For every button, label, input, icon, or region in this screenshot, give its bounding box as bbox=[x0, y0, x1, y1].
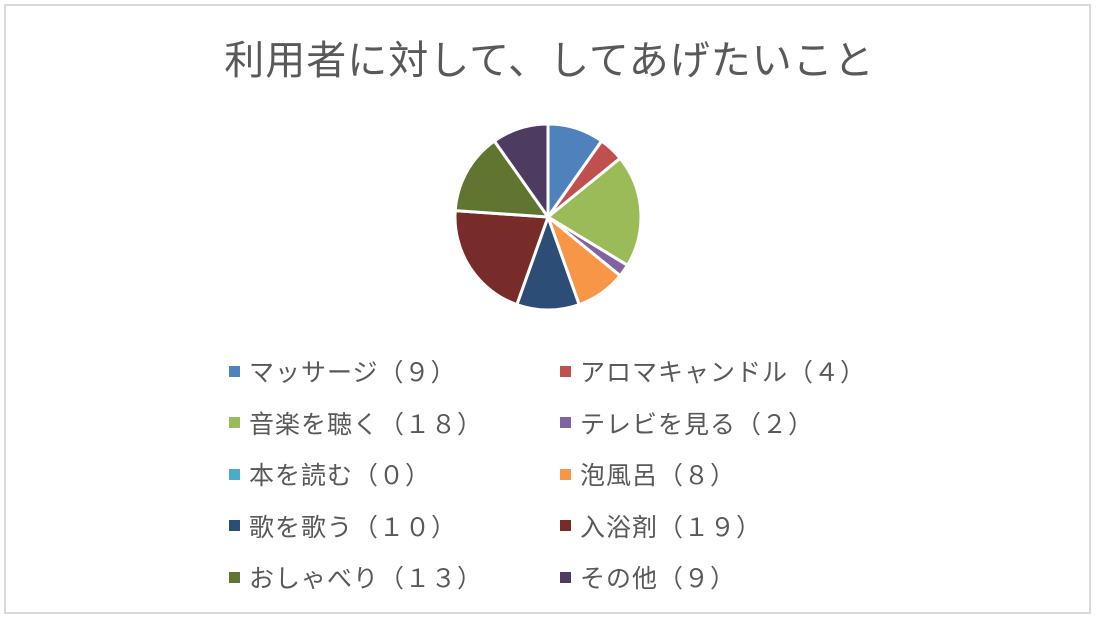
legend-swatch bbox=[560, 571, 571, 583]
legend-item-6: 歌を歌う（１０） bbox=[229, 511, 458, 542]
legend-label: 入浴剤（１９） bbox=[580, 512, 763, 542]
legend-label: その他（９） bbox=[580, 564, 737, 593]
legend-label: アロマキャンドル（４） bbox=[580, 358, 867, 387]
pie-slice-9 bbox=[492, 122, 550, 219]
legend-label: 本を読む（０） bbox=[249, 461, 432, 490]
legend-label: 音楽を聴く（１８） bbox=[249, 409, 484, 439]
chart-title: 利用者に対して、してあげたいこと bbox=[224, 38, 875, 84]
legend-item-2: 音楽を聴く（１８） bbox=[229, 408, 484, 439]
legend-swatch bbox=[229, 468, 240, 480]
legend-item-9: その他（９） bbox=[560, 562, 737, 593]
legend-label: テレビを見る（２） bbox=[580, 409, 815, 439]
legend-item-0: マッサージ（９） bbox=[229, 356, 457, 387]
legend-swatch bbox=[229, 520, 240, 531]
legend-item-8: おしゃべり（１３） bbox=[229, 562, 484, 593]
legend-item-3: テレビを見る（２） bbox=[560, 408, 815, 439]
legend-item-4: 本を読む（０） bbox=[229, 459, 432, 490]
legend-label: 歌を歌う（１０） bbox=[249, 512, 458, 542]
legend-item-1: アロマキャンドル（４） bbox=[560, 356, 867, 387]
legend-swatch bbox=[229, 417, 240, 428]
pie-slice-8 bbox=[453, 139, 550, 219]
legend-swatch bbox=[229, 365, 240, 377]
legend-swatch bbox=[229, 571, 240, 583]
pie-slice-7 bbox=[453, 209, 550, 307]
legend-label: マッサージ（９） bbox=[249, 358, 457, 387]
legend-swatch bbox=[560, 365, 571, 377]
legend-item-7: 入浴剤（１９） bbox=[560, 511, 763, 542]
legend-item-5: 泡風呂（８） bbox=[560, 459, 737, 490]
legend-label: おしゃべり（１３） bbox=[249, 564, 484, 593]
legend-swatch bbox=[560, 417, 571, 428]
legend-label: 泡風呂（８） bbox=[580, 461, 737, 490]
legend-swatch bbox=[560, 520, 571, 531]
pie-slice-2 bbox=[546, 156, 643, 267]
legend-swatch bbox=[560, 468, 571, 480]
